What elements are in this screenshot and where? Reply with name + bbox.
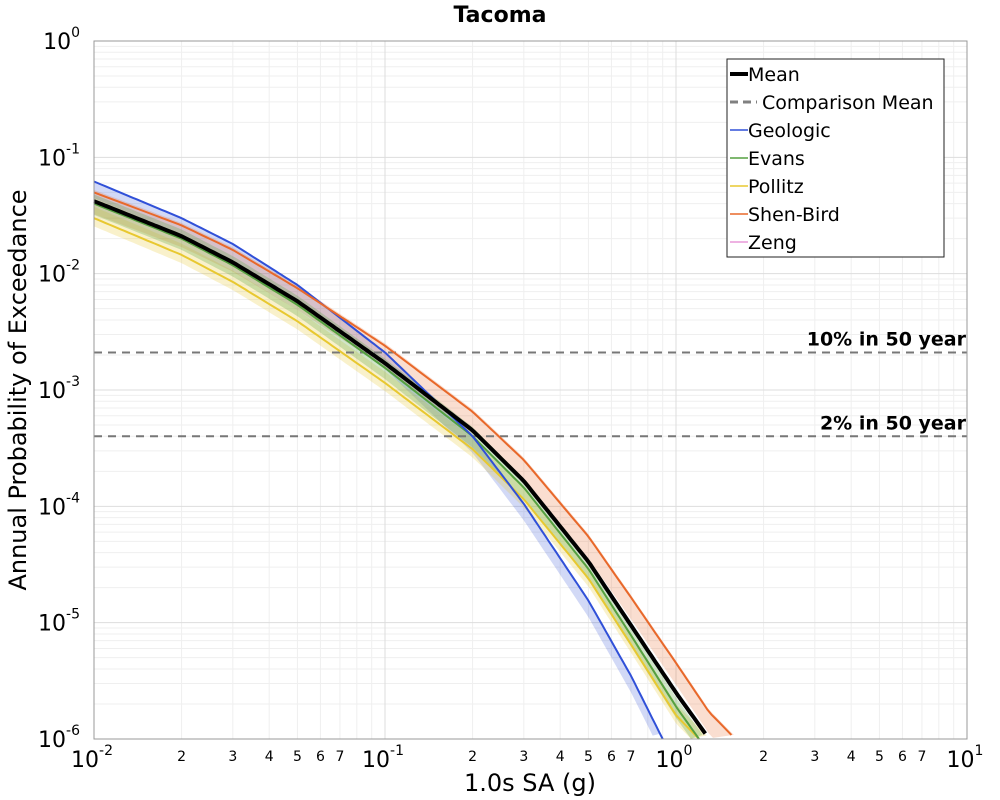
y-tick-label: 10-2 xyxy=(38,258,80,288)
legend-box xyxy=(726,58,945,258)
y-tick-label: 100 xyxy=(43,25,80,55)
x-tick-label: 101 xyxy=(947,743,984,773)
x-minor-tick-label: 2 xyxy=(177,749,186,765)
x-tick-label: 100 xyxy=(656,743,693,773)
y-tick-label: 10-6 xyxy=(38,723,80,753)
y-axis-title: Annual Probability of Exceedance xyxy=(4,189,32,590)
legend-label-pollitz: Pollitz xyxy=(748,176,804,198)
x-minor-tick-label: 2 xyxy=(759,749,768,765)
x-minor-tick-label: 5 xyxy=(875,749,884,765)
legend: Mean Comparison Mean Geologic Evans Pollitz S… xyxy=(726,58,945,258)
x-minor-tick-label: 5 xyxy=(293,749,302,765)
series-line-mean xyxy=(93,199,707,735)
series-lines xyxy=(93,180,733,740)
y-axis-ticks: 100 10-1 10-2 10-3 10-4 10-5 10-6 xyxy=(38,25,80,753)
reference-lines: 10% in 50 year 2% in 50 year xyxy=(94,329,967,438)
y-tick-label: 10-4 xyxy=(38,490,80,520)
x-minor-tick-label: 7 xyxy=(626,749,635,765)
x-tick-label: 10-2 xyxy=(71,743,113,773)
chart-title: Tacoma xyxy=(454,3,547,28)
x-minor-tick-label: 7 xyxy=(917,749,926,765)
y-tick-label: 10-5 xyxy=(38,607,80,637)
legend-label-mean: Mean xyxy=(748,64,800,86)
reference-label-10-in-50-year: 10% in 50 year xyxy=(807,329,967,351)
x-minor-tick-label: 7 xyxy=(335,749,344,765)
x-minor-tick-label: 3 xyxy=(810,749,819,765)
x-minor-tick-label: 4 xyxy=(847,749,856,765)
x-axis-title: 1.0s SA (g) xyxy=(464,769,596,797)
x-minor-tick-label: 3 xyxy=(519,749,528,765)
y-tick-label: 10-3 xyxy=(38,374,80,404)
x-minor-tick-label: 6 xyxy=(898,749,907,765)
x-minor-tick-label: 3 xyxy=(228,749,237,765)
plot-frame xyxy=(93,40,968,740)
x-tick-label: 10-1 xyxy=(362,743,404,773)
y-tick-label: 10-1 xyxy=(38,141,80,171)
x-minor-tick-label: 4 xyxy=(556,749,565,765)
x-minor-tick-label: 2 xyxy=(468,749,477,765)
legend-label-geologic: Geologic xyxy=(748,120,831,142)
legend-label-zeng: Zeng xyxy=(748,232,797,254)
x-minor-tick-label: 5 xyxy=(584,749,593,765)
series-line-evans xyxy=(93,202,700,740)
x-minor-tick-label: 6 xyxy=(316,749,325,765)
series-line-shen-bird xyxy=(93,191,733,736)
legend-label-shen-bird: Shen-Bird xyxy=(748,204,840,226)
legend-label-evans: Evans xyxy=(748,148,805,170)
x-minor-tick-label: 4 xyxy=(265,749,274,765)
legend-label-comparison-mean: Comparison Mean xyxy=(762,92,934,114)
series-line-pollitz xyxy=(93,217,700,740)
reference-label-2-in-50-year: 2% in 50 year xyxy=(820,412,967,434)
x-minor-tick-label: 6 xyxy=(607,749,616,765)
series-line-geologic xyxy=(93,180,664,740)
